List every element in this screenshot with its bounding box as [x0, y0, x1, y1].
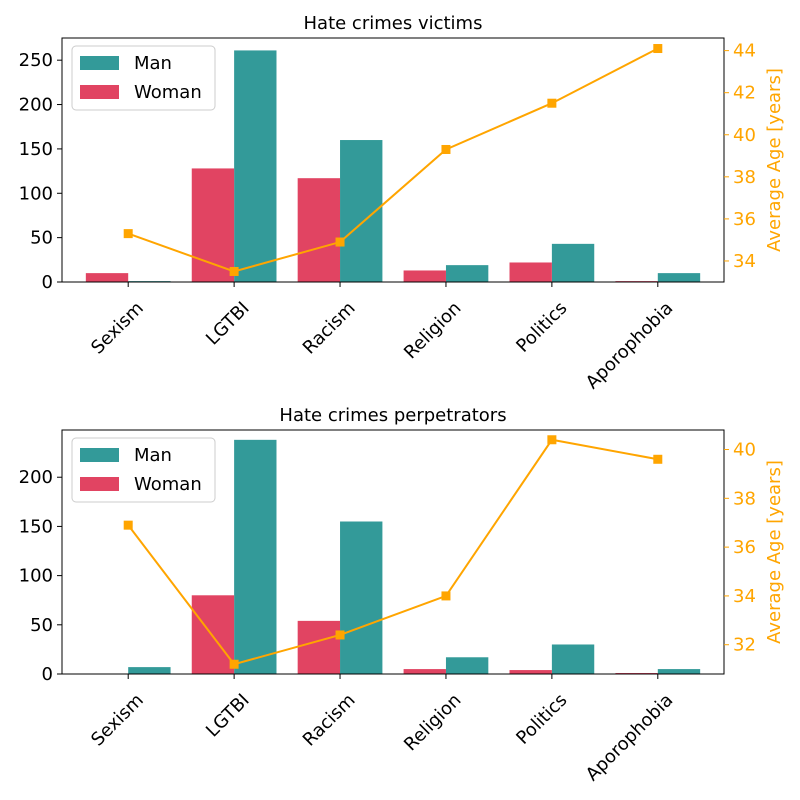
- y-tick-label: 0: [42, 664, 53, 685]
- y2-tick-label: 34: [733, 251, 756, 272]
- y2-tick-label: 36: [733, 537, 756, 558]
- legend: Man Woman: [71, 437, 216, 503]
- age-point-religion: [441, 591, 451, 601]
- age-point-lgtbi: [229, 659, 239, 669]
- legend-swatch-man: [80, 448, 119, 462]
- y2-tick-label: 44: [733, 41, 756, 62]
- legend-label-woman: Woman: [134, 82, 202, 103]
- x-tick-label: LGTBI: [202, 690, 254, 742]
- x-tick-label: Politics: [512, 298, 571, 357]
- x-tick-label: Aporophobia: [582, 690, 678, 786]
- bar-woman-racism: [297, 178, 341, 282]
- x-tick-label: Sexism: [87, 298, 148, 359]
- y-tick-label: 200: [19, 95, 53, 116]
- bar-man-aporophobia: [657, 273, 701, 282]
- y2-axis-label: Average Age [years]: [764, 460, 785, 644]
- chart-title: Hate crimes victims: [304, 13, 483, 34]
- bar-woman-religion: [403, 270, 446, 282]
- age-point-politics: [547, 98, 557, 108]
- legend: Man Woman: [71, 45, 216, 111]
- axes-frame: [61, 429, 725, 675]
- y-axis-right: 32 34 36 38 40 Average Age [years]: [724, 440, 785, 656]
- y2-tick-label: 38: [733, 167, 756, 188]
- y-axis-left: 0 50 100 150 200 250: [19, 50, 62, 293]
- age-line: [123, 44, 663, 276]
- age-point-racism: [335, 237, 345, 247]
- y-tick-label: 0: [42, 272, 53, 293]
- age-point-politics: [547, 435, 557, 445]
- age-point-religion: [441, 144, 451, 154]
- x-tick-label: Religion: [400, 298, 465, 363]
- y-axis-right: 34 36 38 40 42 44 Average Age [years]: [724, 41, 785, 272]
- x-axis: Sexism LGTBI Racism Religion Politics Aporoph…: [87, 674, 677, 785]
- y-tick-label: 50: [30, 228, 53, 249]
- y-axis-left: 0 50 100 150 200: [19, 467, 62, 685]
- x-tick-label: Politics: [512, 690, 571, 749]
- subplot-2: Hate crimes perpetrators 0 50 100 150 200 32 34…: [19, 405, 785, 785]
- bar-woman-lgtbi: [191, 595, 235, 674]
- bar-man-religion: [445, 265, 489, 282]
- bar-man-politics: [551, 243, 595, 282]
- legend-swatch-man: [80, 56, 119, 70]
- age-line: [123, 435, 663, 669]
- y-tick-label: 150: [19, 139, 53, 160]
- age-point-sexism: [123, 520, 133, 530]
- y2-tick-label: 38: [733, 488, 756, 509]
- age-point-lgtbi: [229, 266, 239, 276]
- x-axis: Sexism LGTBI Racism Religion Politics Aporoph…: [87, 282, 677, 393]
- bar-woman-politics: [509, 262, 552, 282]
- bar-man-politics: [551, 644, 595, 674]
- y-tick-label: 100: [19, 183, 53, 204]
- subplot-1: Hate crimes victims 0 50 100 150 200 250 34 36 38…: [19, 13, 785, 393]
- y-tick-label: 150: [19, 516, 53, 537]
- age-point-sexism: [123, 229, 133, 239]
- legend-label-man: Man: [134, 53, 172, 74]
- x-tick-label: Sexism: [87, 690, 148, 751]
- y-tick-label: 100: [19, 566, 53, 587]
- x-tick-label: Racism: [299, 690, 360, 751]
- age-point-racism: [335, 630, 345, 640]
- legend-label-man: Man: [134, 445, 172, 466]
- bar-woman-religion: [403, 669, 446, 674]
- y-tick-label: 200: [19, 467, 53, 488]
- age-point-aporophobia: [653, 454, 663, 464]
- bar-man-lgtbi: [234, 50, 277, 283]
- bar-woman-politics: [509, 670, 552, 674]
- x-tick-label: Racism: [299, 298, 360, 359]
- bar-man-lgtbi: [234, 439, 277, 674]
- legend-label-woman: Woman: [134, 474, 202, 495]
- age-line-path: [127, 438, 658, 666]
- bar-woman-racism: [297, 620, 341, 674]
- y-tick-label: 250: [19, 50, 53, 71]
- y2-tick-label: 34: [733, 586, 756, 607]
- age-point-aporophobia: [653, 44, 663, 54]
- legend-swatch-woman: [80, 85, 119, 99]
- y2-tick-label: 40: [733, 125, 756, 146]
- bar-man-racism: [340, 521, 383, 674]
- bar-man-aporophobia: [657, 669, 701, 674]
- y2-tick-label: 40: [733, 440, 756, 461]
- y2-tick-label: 36: [733, 209, 756, 230]
- bar-woman-sexism: [85, 273, 129, 282]
- y2-axis-label: Average Age [years]: [764, 68, 785, 252]
- bar-man-sexism: [128, 667, 171, 674]
- axes-frame: [61, 37, 725, 283]
- y2-tick-label: 32: [733, 635, 756, 656]
- bar-man-religion: [445, 657, 489, 674]
- legend-swatch-woman: [80, 477, 119, 491]
- y2-tick-label: 42: [733, 83, 756, 104]
- x-tick-label: Religion: [400, 690, 465, 755]
- y-tick-label: 50: [30, 615, 53, 636]
- bars: [128, 439, 701, 674]
- x-tick-label: Aporophobia: [582, 298, 678, 394]
- age-line-path: [127, 47, 659, 273]
- chart-title: Hate crimes perpetrators: [279, 405, 506, 426]
- x-tick-label: LGTBI: [202, 298, 254, 350]
